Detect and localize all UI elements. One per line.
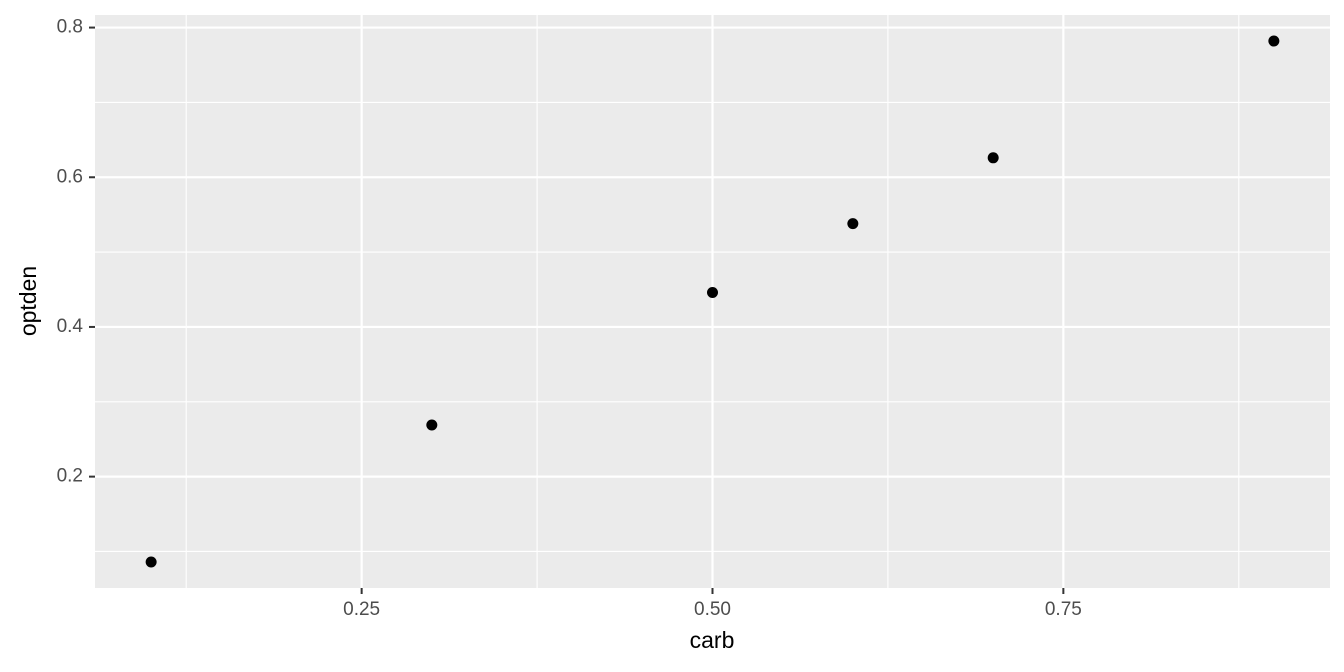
x-tick-label: 0.75: [1045, 599, 1082, 620]
y-tick-label: 0.6: [57, 166, 83, 187]
y-axis-title: optden: [15, 266, 41, 336]
y-tick-label: 0.4: [57, 316, 84, 337]
y-tick-label: 0.2: [57, 466, 83, 487]
x-tick-label: 0.50: [694, 599, 731, 620]
point: [707, 287, 718, 299]
x-tick-label: 0.25: [343, 599, 380, 620]
point: [987, 152, 999, 164]
point: [145, 556, 157, 568]
x-axis-title: carb: [690, 627, 735, 653]
point: [1268, 35, 1280, 47]
point: [847, 218, 859, 230]
y-tick-label: 0.8: [57, 17, 83, 38]
point: [426, 419, 438, 431]
